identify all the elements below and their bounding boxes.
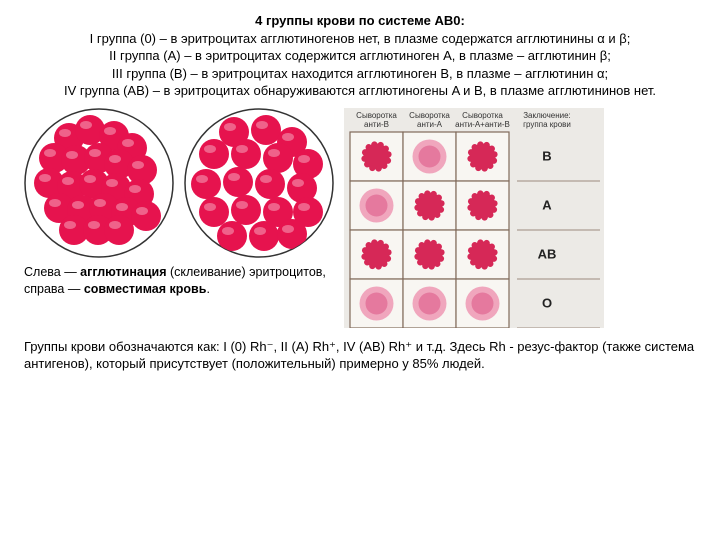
- circles-caption: Слева — агглютинация (склеивание) эритро…: [24, 264, 334, 299]
- header-line-3: III группа (B) – в эритроцитах находится…: [24, 65, 696, 83]
- compatible-circle: [184, 108, 334, 258]
- header-block: 4 группы крови по системе АВ0: I группа …: [24, 12, 696, 100]
- caption-post1: (склеивание) эритроцитов,: [167, 265, 326, 279]
- header-line-4: IV группа (AB) – в эритроцитах обнаружив…: [24, 82, 696, 100]
- caption-bold1: агглютинация: [80, 265, 166, 279]
- header-line-1: I группа (0) – в эритроцитах агглютиноге…: [24, 30, 696, 48]
- assay-panel-col: Сывороткаанти-BСывороткаанти-AСывороткаа…: [344, 108, 696, 328]
- caption-bold2: совместимая кровь: [84, 282, 207, 296]
- svg-text:Сывороткаанти-A+анти-B: Сывороткаанти-A+анти-B: [455, 111, 510, 129]
- svg-text:Заключение:группа крови: Заключение:группа крови: [523, 111, 571, 129]
- footer-text: Группы крови обозначаются как: I (0) Rh⁻…: [24, 338, 696, 373]
- main-row: Слева — агглютинация (склеивание) эритро…: [24, 108, 696, 328]
- svg-text:O: O: [542, 295, 552, 310]
- caption-pre1: Слева —: [24, 265, 80, 279]
- agglutination-circle: [24, 108, 174, 258]
- left-col: Слева — агглютинация (склеивание) эритро…: [24, 108, 334, 299]
- svg-text:AB: AB: [538, 246, 557, 261]
- header-line-2: II группа (A) – в эритроцитах содержится…: [24, 47, 696, 65]
- svg-text:B: B: [542, 148, 551, 163]
- circles-row: [24, 108, 334, 258]
- svg-text:A: A: [542, 197, 552, 212]
- assay-panel: Сывороткаанти-BСывороткаанти-AСывороткаа…: [344, 108, 604, 328]
- caption-pre2: справа —: [24, 282, 84, 296]
- caption-post2: .: [206, 282, 209, 296]
- header-title: 4 группы крови по системе АВ0:: [24, 12, 696, 30]
